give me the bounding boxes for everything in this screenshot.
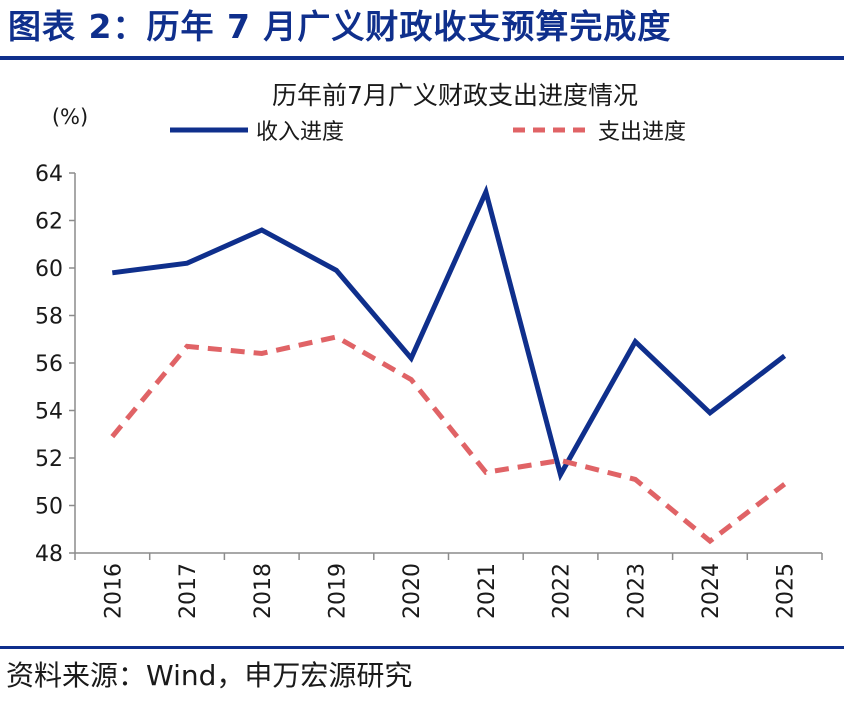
series-line-expenditure (110, 334, 787, 545)
legend-label-revenue: 收入进度 (256, 120, 344, 145)
x-tick-label: 2023 (624, 563, 649, 619)
y-tick-label: 48 (35, 542, 63, 567)
x-tick-label: 2020 (400, 563, 425, 619)
axes: 48 50 52 54 56 58 60 62 64 2016 2017 2018 2019 2020 20… (35, 162, 823, 619)
y-tick-label: 52 (35, 447, 63, 472)
x-tick-label: 2017 (176, 563, 201, 619)
source-note: 资料来源：Wind，申万宏源研究 (6, 659, 413, 692)
x-tick-label: 2025 (774, 563, 799, 619)
x-tick-label: 2022 (550, 563, 575, 619)
line-chart: 历年前7月广义财政支出进度情况 (%) 收入进度 支出进度 48 50 52 54 56… (35, 81, 823, 619)
y-tick-label: 50 (35, 495, 63, 520)
y-tick-label: 64 (35, 162, 63, 187)
x-tick-label: 2019 (325, 563, 350, 619)
y-axis-unit-label: (%) (52, 105, 88, 129)
x-tick-label: 2021 (475, 563, 500, 619)
footer-divider (0, 646, 844, 649)
x-tick-label: 2016 (101, 563, 126, 619)
y-tick-label: 56 (35, 352, 63, 377)
legend-label-expenditure: 支出进度 (598, 120, 686, 145)
y-tick-label: 54 (35, 400, 63, 425)
series-line-revenue (111, 184, 787, 482)
legend: 收入进度 支出进度 (170, 120, 686, 145)
plot-lines (110, 184, 787, 545)
figure-title: 图表 2：历年 7 月广义财政收支预算完成度 (8, 7, 672, 46)
y-tick-label: 58 (35, 305, 63, 330)
x-tick-label: 2024 (699, 563, 724, 619)
chart-title: 历年前7月广义财政支出进度情况 (272, 81, 638, 110)
x-tick-label: 2018 (251, 563, 276, 619)
y-tick-label: 62 (35, 210, 63, 235)
title-divider (0, 56, 844, 60)
y-tick-label: 60 (35, 257, 63, 282)
